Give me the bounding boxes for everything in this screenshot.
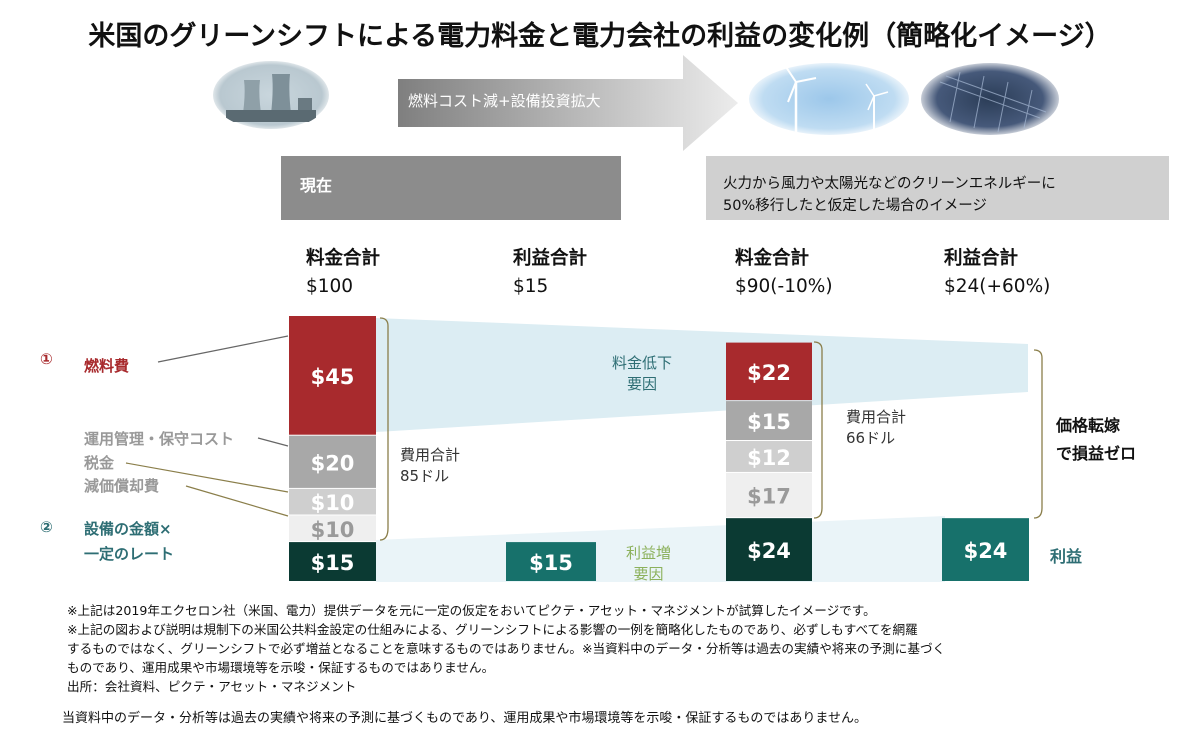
depreciation-leader-line bbox=[185, 485, 289, 517]
profit-increase-label: 利益増 要因 bbox=[626, 544, 672, 583]
wind-turbine-image bbox=[749, 63, 909, 135]
capital-label-line-1: 設備の金額× bbox=[84, 520, 172, 538]
fuel-leader-line bbox=[157, 335, 289, 363]
bar-label-profit-0: $15 bbox=[311, 551, 355, 575]
bar-fuel-2 bbox=[726, 342, 812, 401]
cost-total-future-label: 費用合計 66ドル bbox=[846, 408, 907, 447]
cost-bracket-now bbox=[379, 317, 389, 541]
profit-label: 利益 bbox=[1050, 547, 1083, 566]
fuel-number: ① bbox=[40, 350, 53, 368]
stacked-bar-chart: $15 $10 $10 $20 $45 $15 $24 $17 $12 $15 $22 $24 bbox=[125, 316, 1043, 582]
header-profit-future: 利益合計 $24(+60%) bbox=[944, 248, 1051, 297]
bar-label-opex-2: $15 bbox=[747, 410, 791, 434]
bar-profit-0 bbox=[289, 542, 376, 581]
page-title: 米国のグリーンシフトによる電力料金と電力会社の利益の変化例（簡略化イメージ） bbox=[88, 21, 1112, 52]
header-profit-now: 利益合計 $15 bbox=[513, 248, 588, 297]
arrow-label: 燃料コスト減+設備投資拡大 bbox=[408, 92, 601, 110]
bar-label-tax-2: $12 bbox=[747, 446, 791, 470]
bar-depreciation-0 bbox=[289, 515, 376, 542]
fuel-label: 燃料費 bbox=[84, 357, 130, 375]
cost-total-now-label: 費用合計 85ドル bbox=[400, 446, 461, 485]
bar-label-depreciation-2: $17 bbox=[747, 485, 791, 509]
bar-label-fuel-0: $45 bbox=[311, 365, 355, 389]
bar-label-fuel-2: $22 bbox=[747, 361, 791, 385]
bar-profit-1 bbox=[506, 542, 596, 581]
current-box-label: 現在 bbox=[300, 176, 333, 195]
price-pass-label: 価格転嫁 で損益ゼロ bbox=[1056, 416, 1137, 463]
scenario-box bbox=[706, 156, 1169, 220]
bar-label-opex-0: $20 bbox=[311, 451, 355, 475]
opex-leader-line bbox=[257, 437, 289, 447]
note-line-4: ものであり、運用成果や市場環境等を示唆・保証するものではありません。 bbox=[67, 660, 495, 675]
bar-label-profit-2: $24 bbox=[747, 539, 791, 563]
note-line-2: ※上記の図および説明は規制下の米国公共料金設定の仕組みによる、グリーンシフトによ… bbox=[67, 622, 918, 637]
disclaimer: 当資料中のデータ・分析等は過去の実績や将来の予測に基づくものであり、運用成果や市… bbox=[62, 711, 867, 726]
solar-panel-image bbox=[921, 63, 1059, 135]
current-box bbox=[281, 156, 621, 220]
bar-tax-2 bbox=[726, 441, 812, 472]
price-pass-bracket bbox=[1033, 349, 1043, 519]
cost-bracket-future bbox=[813, 341, 823, 519]
scenario-text-line-1: 火力から風力や太陽光などのクリーンエネルギーに bbox=[723, 176, 1056, 192]
bar-label-depreciation-0: $10 bbox=[311, 518, 355, 542]
capital-number: ② bbox=[40, 518, 53, 536]
scenario-text-line-2: 50%移行したと仮定した場合のイメージ bbox=[723, 198, 987, 214]
bar-depreciation-2 bbox=[726, 472, 812, 518]
tax-label: 税金 bbox=[84, 454, 115, 472]
tax-leader-line bbox=[125, 462, 289, 493]
bar-label-tax-0: $10 bbox=[311, 491, 355, 515]
bar-profit-3 bbox=[942, 518, 1029, 581]
power-plant-image bbox=[213, 61, 329, 129]
bar-label-profit-1: $15 bbox=[529, 551, 573, 575]
bar-tax-0 bbox=[289, 488, 376, 515]
bar-fuel-0 bbox=[289, 316, 376, 435]
bar-opex-2 bbox=[726, 401, 812, 441]
capital-label-line-2: 一定のレート bbox=[84, 545, 175, 563]
rate-decline-flow bbox=[376, 318, 1028, 432]
header-fee-now: 料金合計 $100 bbox=[306, 248, 381, 297]
header-fee-future: 料金合計 $90(-10%) bbox=[735, 248, 833, 297]
bar-profit-2 bbox=[726, 518, 812, 581]
rate-decline-label: 料金低下 要因 bbox=[612, 354, 673, 393]
note-line-1: ※上記は2019年エクセロン社（米国、電力）提供データを元に一定の仮定をおいてピ… bbox=[67, 603, 876, 618]
source-line: 出所：会社資料、ピクテ・アセット・マネジメント bbox=[67, 679, 357, 694]
opex-label: 運用管理・保守コスト bbox=[84, 430, 235, 448]
bar-label-profit-3: $24 bbox=[964, 539, 1008, 563]
depreciation-label: 減価償却費 bbox=[84, 477, 160, 495]
note-line-3: するものではなく、グリーンシフトで必ず増益となることを意味するものではありません… bbox=[67, 641, 946, 656]
transition-arrow bbox=[398, 55, 738, 151]
bar-opex-0 bbox=[289, 435, 376, 488]
